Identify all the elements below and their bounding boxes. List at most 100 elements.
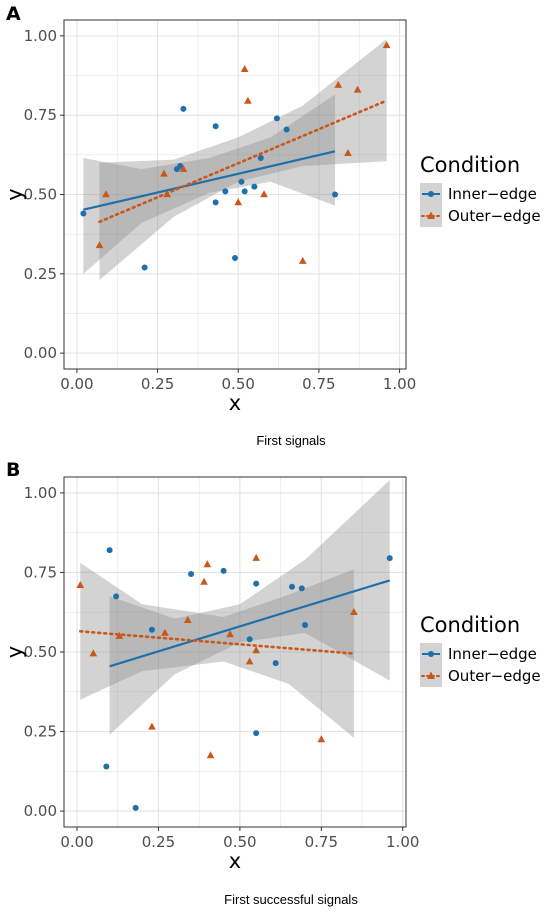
panela-point-inner bbox=[273, 115, 280, 122]
panelb-legend-label-outer: Outer−edge bbox=[448, 667, 541, 685]
panela-ytick-label: 0.25 bbox=[24, 265, 57, 283]
panela-point-inner bbox=[238, 178, 245, 185]
panelb-point-outer bbox=[161, 628, 169, 636]
panelb-point-outer bbox=[76, 580, 85, 588]
panela-legend: Condition Inner−edge Outer−edge bbox=[420, 153, 541, 227]
panelb-point-outer bbox=[350, 608, 358, 616]
panela-xtick-label: 0.25 bbox=[141, 375, 174, 393]
panela-point-outer bbox=[344, 149, 352, 157]
panelb-point-inner bbox=[106, 547, 113, 554]
panelb-point-inner bbox=[386, 555, 393, 562]
panela-y-axis-label: y bbox=[2, 188, 26, 200]
panela-caption: First signals bbox=[256, 433, 326, 448]
circle-marker-icon bbox=[428, 191, 434, 197]
panela-point-inner bbox=[141, 264, 148, 271]
circle-marker-icon bbox=[428, 651, 434, 657]
panela-legend-title: Condition bbox=[420, 153, 520, 177]
panelb-legend-title: Condition bbox=[420, 613, 520, 637]
panel-a-label: A bbox=[6, 3, 21, 25]
panela-point-inner bbox=[232, 254, 238, 261]
panela-point-inner bbox=[180, 105, 187, 112]
panelb-point-outer bbox=[183, 615, 192, 623]
panela-ytick-label: 0.00 bbox=[24, 344, 57, 362]
panelb-point-inner bbox=[148, 626, 155, 633]
panelb-xtick-label: 0.00 bbox=[60, 833, 93, 851]
panelb-point-outer bbox=[245, 657, 254, 665]
panelb-ci-band-outer bbox=[80, 562, 354, 738]
panela-point-outer bbox=[240, 64, 249, 72]
panela-legend-label-outer: Outer−edge bbox=[448, 207, 541, 225]
panela-fit-line-outer bbox=[98, 99, 388, 224]
panelb-point-inner bbox=[298, 585, 305, 592]
panela-point-inner bbox=[332, 191, 339, 198]
panel-b-label: B bbox=[6, 459, 20, 481]
panelb-point-inner bbox=[113, 593, 120, 600]
panela-x-axis-label: x bbox=[229, 391, 241, 415]
panelb-point-outer bbox=[226, 630, 234, 638]
panela-point-outer bbox=[95, 241, 104, 249]
panelb-point-outer bbox=[252, 553, 261, 561]
panelb-point-outer bbox=[203, 560, 212, 568]
panelb-ytick-label: 0.50 bbox=[24, 643, 57, 661]
panelb-point-inner bbox=[103, 763, 110, 770]
panelb-xtick-label: 0.25 bbox=[142, 833, 175, 851]
panelb-ytick-label: 1.00 bbox=[24, 484, 57, 502]
panelb-point-inner bbox=[302, 621, 309, 628]
panela-ytick-label: 1.00 bbox=[24, 27, 57, 45]
panelb-ytick-label: 0.75 bbox=[24, 563, 57, 581]
panelb-x-axis-label: x bbox=[229, 849, 241, 873]
panelb-caption: First successful signals bbox=[224, 892, 358, 907]
panela-xtick-label: 0.50 bbox=[222, 375, 255, 393]
panela-grid bbox=[64, 20, 406, 369]
panelb-point-inner bbox=[289, 583, 295, 590]
triangle-marker-icon bbox=[427, 671, 435, 679]
panela-legend-label-inner: Inner−edge bbox=[448, 185, 537, 203]
panelb-legend-label-inner: Inner−edge bbox=[448, 645, 537, 663]
panelb-xtick-label: 1.00 bbox=[386, 833, 419, 851]
panel-a: A 0.00 0.25 0.50 0.75 1.00 0.00 0.25 0.50 0.75 1.… bbox=[2, 3, 540, 448]
panela-point-outer bbox=[244, 96, 252, 104]
triangle-marker-icon bbox=[427, 211, 435, 219]
panela-point-inner bbox=[257, 155, 264, 162]
panelb-point-inner bbox=[188, 571, 195, 578]
panela-point-outer bbox=[382, 41, 391, 49]
panela-ytick-label: 0.75 bbox=[24, 106, 57, 124]
panela-point-inner bbox=[177, 162, 184, 169]
panelb-point-outer bbox=[206, 751, 215, 759]
panelb-point-inner bbox=[253, 730, 260, 737]
panela-point-outer bbox=[353, 85, 362, 93]
panela-point-outer bbox=[260, 190, 268, 198]
panelb-point-outer bbox=[200, 577, 208, 585]
panelb-point-inner bbox=[220, 567, 227, 574]
panela-point-outer bbox=[298, 256, 307, 264]
panela-point-outer bbox=[160, 169, 168, 177]
panelb-point-inner bbox=[246, 636, 253, 643]
panelb-xtick-label: 0.75 bbox=[305, 833, 338, 851]
panela-ytick-label: 0.50 bbox=[24, 186, 57, 204]
panela-point-inner bbox=[212, 199, 219, 206]
panelb-point-outer bbox=[89, 649, 98, 657]
panela-xtick-label: 0.00 bbox=[60, 375, 93, 393]
panela-point-inner bbox=[241, 188, 248, 195]
panela-xtick-label: 0.75 bbox=[302, 375, 335, 393]
panelb-point-outer bbox=[252, 646, 261, 654]
panela-point-outer bbox=[102, 190, 110, 198]
panelb-fit-line-outer bbox=[78, 630, 356, 655]
panela-point-inner bbox=[80, 210, 87, 217]
panelb-ytick-label: 0.25 bbox=[24, 723, 57, 741]
panelb-ci-band-inner bbox=[109, 480, 390, 735]
panelb-point-inner bbox=[253, 580, 260, 587]
panela-ci-band-outer bbox=[99, 39, 387, 281]
panelb-xtick-label: 0.50 bbox=[223, 833, 256, 851]
panelb-fit-line-inner bbox=[109, 579, 391, 668]
panela-fit-line-inner bbox=[83, 150, 336, 211]
panelb-point-inner bbox=[132, 804, 139, 811]
panela-point-inner bbox=[222, 188, 229, 195]
panela-ci-band-inner bbox=[83, 94, 336, 274]
panel-b: B 0.00 0.25 0.50 0.75 1.00 0.00 0.25 0.50 0.75 1.… bbox=[2, 459, 540, 907]
panela-point-inner bbox=[283, 126, 290, 133]
panelb-point-outer bbox=[148, 722, 156, 730]
panela-point-inner bbox=[251, 183, 258, 190]
panelb-point-inner bbox=[272, 660, 279, 667]
